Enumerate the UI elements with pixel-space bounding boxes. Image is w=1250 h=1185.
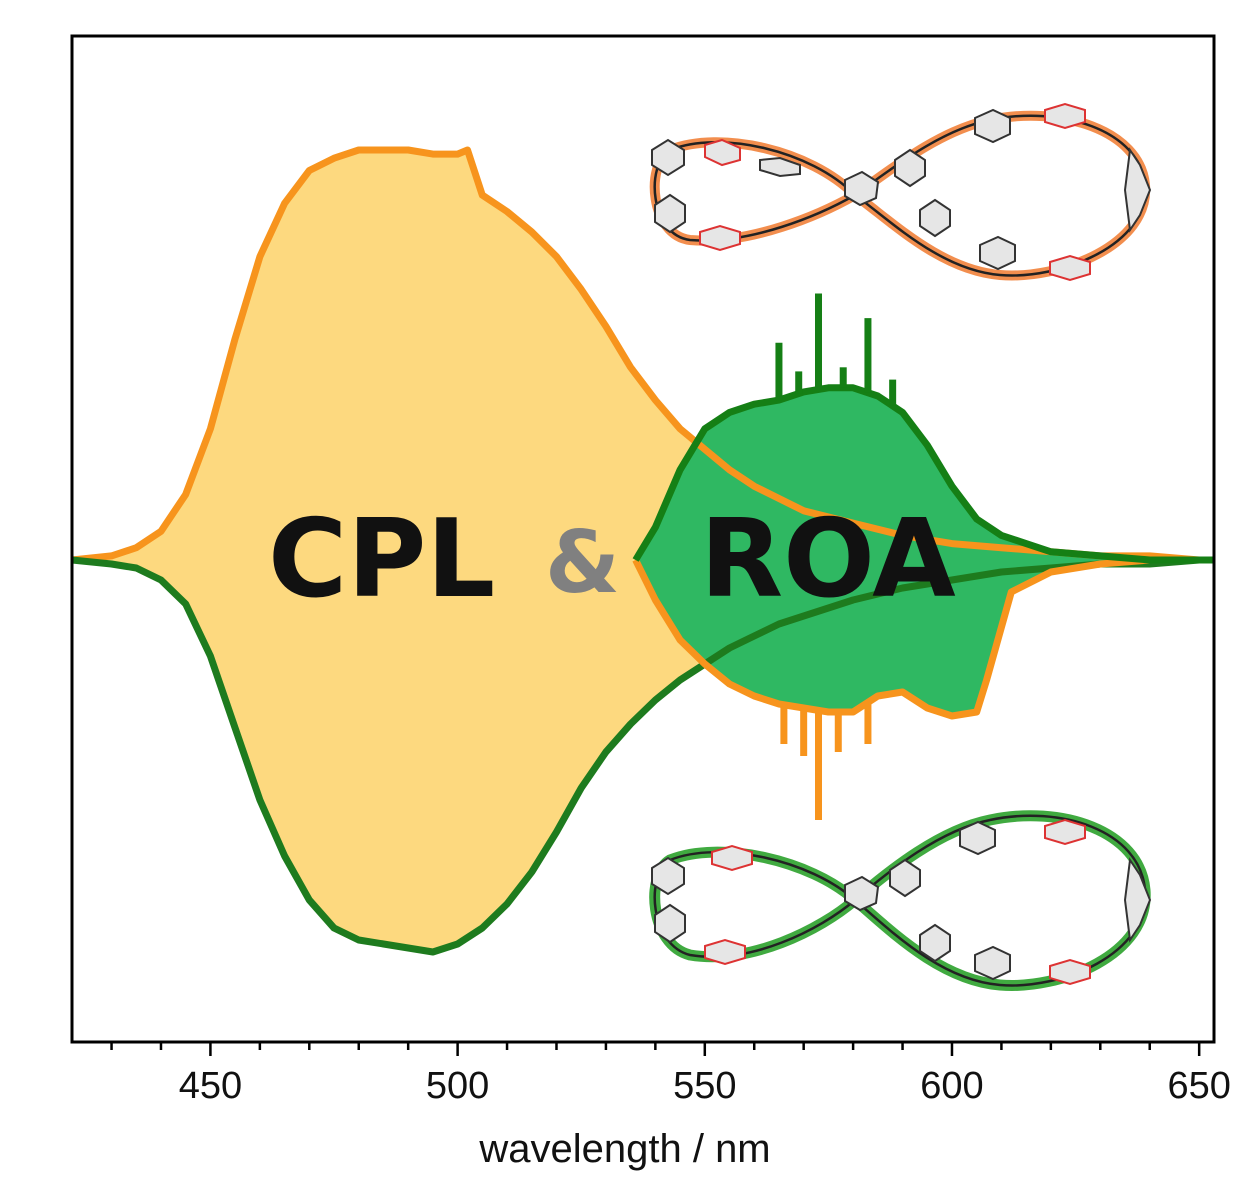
x-tick-label: 600 bbox=[920, 1065, 983, 1107]
cpl-positive-line bbox=[71, 146, 1214, 564]
x-axis: 450 500 550 600 650 bbox=[110, 1042, 1231, 1107]
top-molecule-inset bbox=[649, 102, 1152, 282]
bottom-molecule-inset bbox=[649, 810, 1152, 991]
x-tick-label: 450 bbox=[179, 1065, 242, 1107]
cpl-negative-line bbox=[71, 556, 1214, 956]
roa-negative-line bbox=[632, 556, 1214, 720]
ampersand-label: & bbox=[545, 513, 620, 613]
x-tick-label: 650 bbox=[1167, 1065, 1230, 1107]
x-tick-label: 500 bbox=[426, 1065, 489, 1107]
plot-area bbox=[71, 146, 1214, 956]
x-tick-label: 550 bbox=[673, 1065, 736, 1107]
roa-label: ROA bbox=[700, 497, 956, 622]
x-axis-title: wavelength / nm bbox=[478, 1127, 770, 1171]
cpl-label: CPL bbox=[268, 497, 495, 622]
plot-frame bbox=[70, 34, 1216, 1044]
roa-fill-area bbox=[635, 387, 1214, 716]
